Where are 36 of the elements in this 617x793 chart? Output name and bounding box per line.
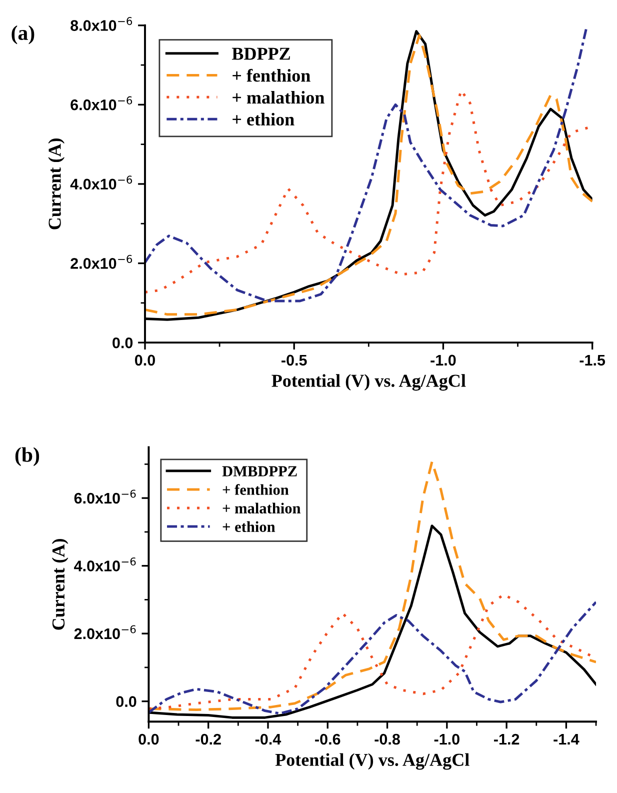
x-tick-label: -1.4 <box>554 734 580 745</box>
x-tick-label: -1.5 <box>580 354 606 366</box>
y-tick-label: 8.0x10$^{−6}$ <box>70 17 132 31</box>
y-tick-label: 2.0x10$^{−6}$ <box>74 625 136 640</box>
x-axis-title: Potential (V) vs. Ag/AgCl <box>275 753 470 770</box>
x-tick-label: -1.2 <box>494 734 520 745</box>
legend-label: + ethion <box>222 521 276 532</box>
legend-label: + ethion <box>232 112 294 126</box>
x-tick-label: -0.4 <box>255 734 282 745</box>
legend-label: + fenthion <box>232 68 310 82</box>
x-axis-title: Potential (V) vs. Ag/AgCl <box>272 374 466 391</box>
y-tick-label: 2.0x10$^{−6}$ <box>70 254 132 269</box>
x-tick-label: 0.0 <box>134 354 155 366</box>
chart-title: (a) <box>12 25 34 44</box>
x-tick-label: -0.2 <box>196 734 221 745</box>
y-tick-label: 4.0x10$^{−6}$ <box>74 557 136 572</box>
y-tick-label: 6.0x10$^{−6}$ <box>70 96 132 110</box>
y-axis-title: Current (A) <box>48 138 65 230</box>
x-tick-label: -0.8 <box>374 734 400 745</box>
legend-label: + malathion <box>232 90 324 104</box>
legend-label: DMBDPPZ <box>222 466 297 476</box>
y-tick-label: 6.0x10$^{−6}$ <box>74 490 136 504</box>
y-axis-title: Current (A) <box>52 539 68 630</box>
x-tick-label: -0.5 <box>282 354 307 366</box>
y-tick-label: 4.0x10$^{−6}$ <box>70 176 132 190</box>
x-tick-label: -1.0 <box>430 354 456 366</box>
legend-label: + fenthion <box>222 484 289 495</box>
y-tick-label: 0.0 <box>116 696 136 707</box>
chart-title: (b) <box>15 447 40 466</box>
legend-label: + malathion <box>222 502 301 514</box>
legend-label: BDPPZ <box>232 48 290 60</box>
x-tick-label: -1.0 <box>434 734 460 745</box>
line-series <box>148 460 596 712</box>
x-tick-label: 0.0 <box>138 734 159 745</box>
y-tick-label: 0.0 <box>112 337 133 348</box>
x-tick-label: -0.6 <box>315 734 340 745</box>
